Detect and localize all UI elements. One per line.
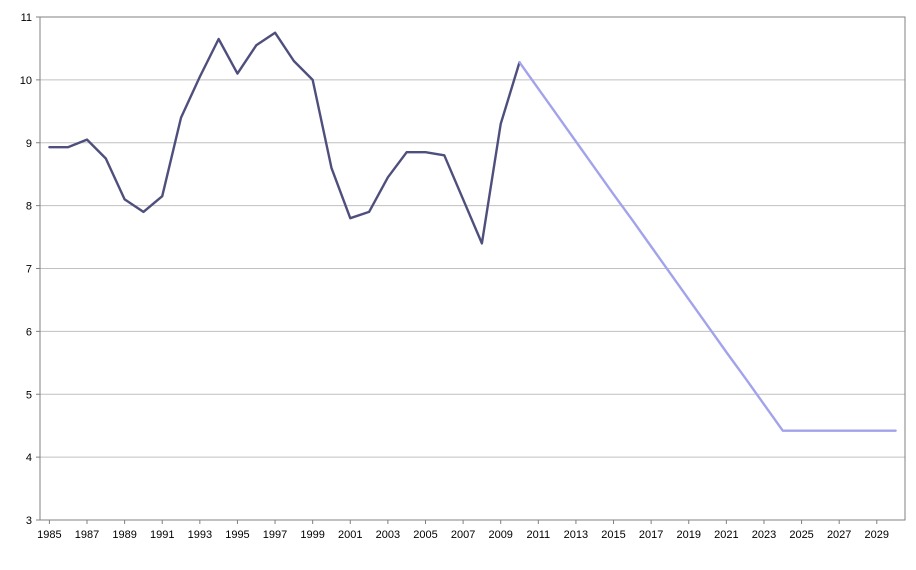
- x-tick-label: 1995: [225, 529, 249, 541]
- x-tick-label: 2007: [451, 529, 475, 541]
- y-tick-label: 9: [26, 138, 32, 150]
- y-tick-label: 5: [26, 389, 32, 401]
- x-tick-label: 1987: [75, 529, 99, 541]
- x-tick-label: 2017: [639, 529, 663, 541]
- x-tick-label: 1999: [300, 529, 324, 541]
- y-tick-label: 7: [26, 264, 32, 276]
- x-tick-label: 1991: [150, 529, 174, 541]
- y-tick-label: 6: [26, 326, 32, 338]
- series-historical: [48, 31, 521, 245]
- x-tick-label: 2003: [376, 529, 400, 541]
- x-tick-label: 2021: [714, 529, 738, 541]
- x-tick-label: 2013: [564, 529, 588, 541]
- x-tick-label: 2019: [677, 529, 701, 541]
- x-tick-label: 1997: [263, 529, 287, 541]
- x-tick-label: 1993: [188, 529, 212, 541]
- x-tick-label: 2011: [526, 529, 550, 541]
- y-tick-label: 8: [26, 201, 32, 213]
- y-tick-label: 10: [20, 75, 32, 87]
- x-tick-label: 2025: [789, 529, 813, 541]
- y-tick-label: 4: [26, 452, 32, 464]
- x-tick-label: 2005: [413, 529, 437, 541]
- x-tick-label: 2029: [865, 529, 889, 541]
- x-tick-label: 1989: [112, 529, 136, 541]
- series-projection: [518, 61, 897, 432]
- x-tick-label: 2015: [601, 529, 625, 541]
- x-tick-label: 1985: [37, 529, 61, 541]
- y-tick-label: 11: [21, 12, 32, 24]
- x-tick-label: 2027: [827, 529, 851, 541]
- x-tick-label: 2023: [752, 529, 776, 541]
- x-tick-label: 2009: [488, 529, 512, 541]
- x-tick-label: 2001: [338, 529, 362, 541]
- y-tick-label: 3: [26, 515, 32, 527]
